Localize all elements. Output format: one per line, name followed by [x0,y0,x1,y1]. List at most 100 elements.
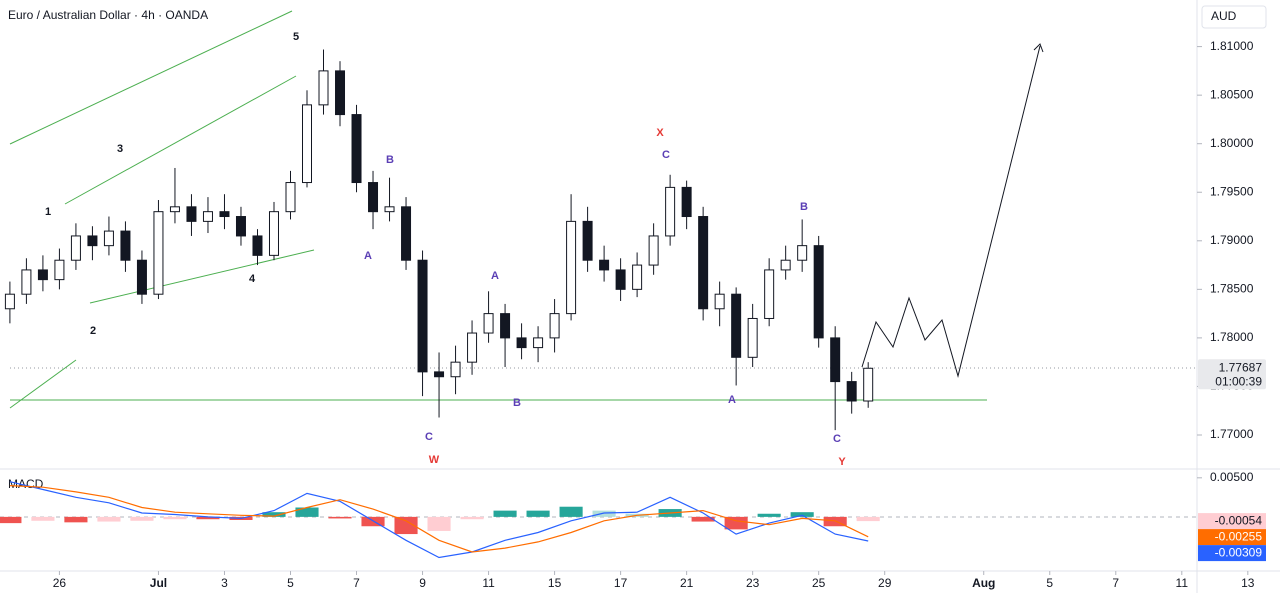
wave-label: B [513,397,521,409]
y-tick-label: 1.78000 [1210,330,1254,344]
candle-body [665,186,676,237]
candle-body [268,211,279,256]
projection-path [861,45,1041,378]
x-tick-label: Jul [150,576,167,590]
x-tick-label: 17 [614,576,628,590]
x-tick-label: 7 [1112,576,1119,590]
wave-label: X [656,127,664,139]
x-tick-label: 13 [1241,576,1255,590]
macd-line [9,481,869,559]
candle-body [566,220,577,315]
y-tick-label: 1.78500 [1210,282,1254,296]
y-tick-label: 1.77000 [1210,427,1254,441]
candle-body [747,317,758,358]
value-tag [1198,529,1266,546]
y-tick-label: 1.81000 [1210,39,1254,53]
wave-label: A [491,270,499,282]
candle-body [698,216,709,310]
histogram-bar [130,516,154,521]
x-tick-label: 5 [287,576,294,590]
histogram-bar [394,516,418,535]
histogram-bar [427,516,451,531]
candle-body [401,206,412,261]
candle-body [54,259,65,281]
candle-body [780,259,791,271]
candle-body [813,245,824,339]
x-tick-label: 9 [419,576,426,590]
y-tick-label: 1.79500 [1210,184,1254,198]
candle-body [500,313,511,339]
candle-body [70,235,81,261]
candle-body [235,216,246,237]
wave-label: 3 [117,143,123,155]
histogram-bar [724,516,748,530]
histogram-bar [460,516,484,520]
candle-body [37,269,48,281]
channel-upper [9,10,293,145]
candle-body [467,332,478,363]
candle-body [169,206,180,213]
candle-body [136,259,147,295]
histogram-bar [691,516,715,522]
wave-label: C [425,431,433,443]
wave-label: 1 [45,206,51,218]
wave-label: C [662,149,670,161]
last-price-label: 1.77687 [1219,360,1263,374]
candle-body [351,114,362,184]
histogram-bar [196,516,220,520]
candle-body [846,381,857,402]
histogram-bar [757,513,781,517]
value-tag-label: -0.00255 [1215,529,1263,543]
histogram-bar [361,516,385,527]
value-tag-label: -0.00309 [1215,545,1263,559]
candle-body [714,293,725,310]
histogram-bar [97,516,121,522]
symbol-title: Euro / Australian Dollar · 4h · OANDA [8,8,208,22]
histogram-bar [0,516,22,524]
projection-arrow [1033,43,1044,53]
histogram-bar [262,512,286,517]
countdown-label: 01:00:39 [1215,374,1262,388]
wave-label: 5 [293,31,299,43]
candle-body [549,313,560,339]
histogram-bar [526,510,550,517]
candle-body [103,230,114,247]
candle-body [302,104,313,184]
x-tick-label: 29 [878,576,892,590]
trend-lines [9,10,987,409]
candle-body [384,206,395,213]
candle-body [764,269,775,319]
y-tick-label: 1.79000 [1210,233,1254,247]
value-tag [1198,513,1266,530]
histogram-bar [493,510,517,517]
candle-body [252,235,263,256]
x-tick-label: 5 [1046,576,1053,590]
candle-body [483,313,494,334]
candle-body [87,235,98,247]
wave-label: 4 [249,273,256,285]
histogram-bar [64,516,88,523]
y-tick-label: 1.80000 [1210,136,1254,150]
histogram-bar [328,516,352,519]
candle-body [285,182,296,213]
candle-body [731,293,742,358]
histogram-bar [295,507,319,517]
x-tick-label: 11 [482,576,495,590]
x-tick-label: 26 [53,576,67,590]
x-tick-label: 23 [746,576,760,590]
candle-body [533,337,544,349]
last-price-tag [1198,359,1266,390]
x-tick-label: 7 [353,576,360,590]
candle-body [863,367,874,402]
candle-body [417,259,428,373]
candle-body [797,245,808,261]
candle-body [599,259,610,271]
candle-body [186,206,197,222]
y-tick-label: 1.80500 [1210,87,1254,101]
candle-body [632,264,643,290]
candle-body [582,220,593,261]
histogram-bar [31,516,55,521]
